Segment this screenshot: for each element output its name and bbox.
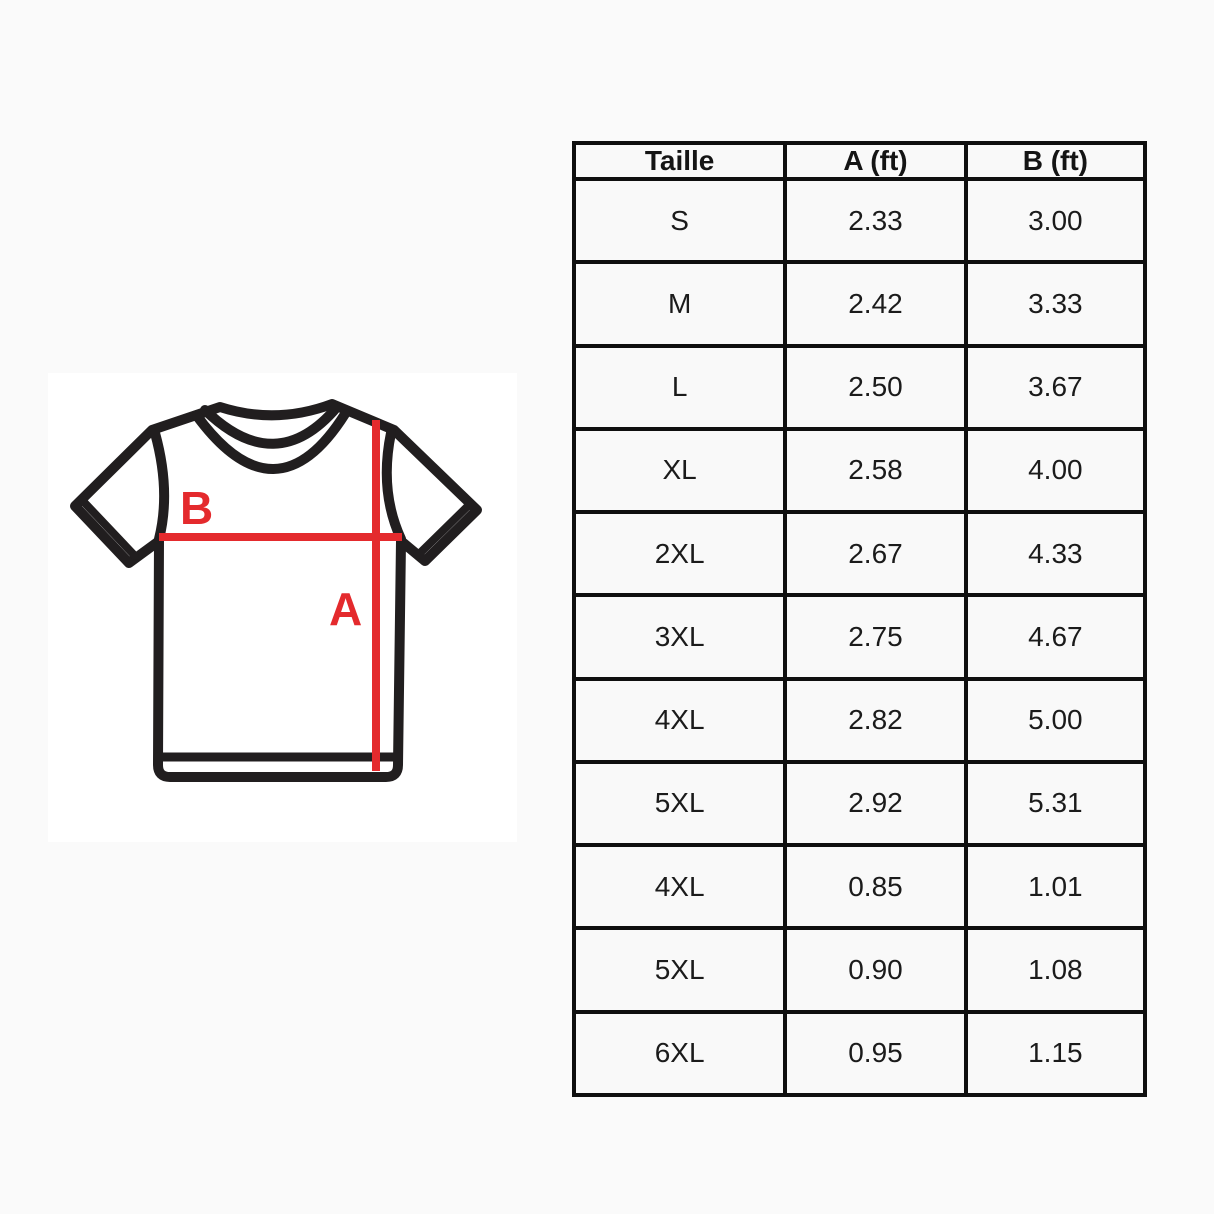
b-value-cell: 3.67 <box>963 343 1148 431</box>
a-value-cell: 2.50 <box>783 343 968 431</box>
measurement-label-b: B <box>180 482 213 534</box>
tshirt-measurement-diagram: B A <box>48 373 517 842</box>
left-cuff-hem-line <box>78 496 139 560</box>
size-table-header: Taille A (ft) B (ft) <box>571 141 1148 181</box>
a-value-cell: 2.82 <box>783 676 968 764</box>
table-row: 3XL 2.75 4.67 <box>571 593 1148 681</box>
a-value-cell: 2.33 <box>783 176 968 265</box>
a-value-cell: 0.95 <box>783 1009 968 1098</box>
size-cell: 2XL <box>571 510 788 598</box>
size-cell: L <box>571 343 788 431</box>
table-row: 5XL 0.90 1.08 <box>571 926 1148 1014</box>
collar-outer-arc <box>192 409 350 474</box>
a-value-cell: 2.58 <box>783 426 968 515</box>
measurement-label-a: A <box>329 583 362 635</box>
column-header-taille: Taille <box>571 141 788 181</box>
table-row: 4XL 2.82 5.00 <box>571 676 1148 764</box>
table-row: XL 2.58 4.00 <box>571 426 1148 515</box>
tshirt-icon: B A <box>70 399 482 782</box>
b-value-cell: 1.08 <box>963 926 1148 1014</box>
table-row: L 2.50 3.67 <box>571 343 1148 431</box>
b-value-cell: 4.00 <box>963 426 1148 515</box>
a-value-cell: 0.90 <box>783 926 968 1014</box>
size-cell: 5XL <box>571 759 788 848</box>
right-cuff-hem-line <box>414 500 474 559</box>
table-row: 6XL 0.95 1.15 <box>571 1009 1148 1098</box>
header-row: Taille A (ft) B (ft) <box>571 141 1148 181</box>
a-value-cell: 2.67 <box>783 510 968 598</box>
size-table: Taille A (ft) B (ft) S 2.33 3.00 M 2.42 3.33 L… <box>571 141 1148 1098</box>
size-cell: 6XL <box>571 1009 788 1098</box>
b-value-cell: 4.33 <box>963 510 1148 598</box>
size-table-body: S 2.33 3.00 M 2.42 3.33 L 2.50 3.67 XL 2.58 4.00 2XL… <box>571 176 1148 1098</box>
table-row: 5XL 2.92 5.31 <box>571 759 1148 848</box>
size-cell: 5XL <box>571 926 788 1014</box>
size-cell: XL <box>571 426 788 515</box>
b-value-cell: 1.15 <box>963 1009 1148 1098</box>
size-cell: 4XL <box>571 676 788 764</box>
a-value-cell: 0.85 <box>783 843 968 931</box>
a-value-cell: 2.42 <box>783 260 968 348</box>
tshirt-outline <box>70 399 482 782</box>
table-row: M 2.42 3.33 <box>571 260 1148 348</box>
collar-inner-arc <box>200 402 342 449</box>
size-cell: S <box>571 176 788 265</box>
a-value-cell: 2.75 <box>783 593 968 681</box>
b-value-cell: 1.01 <box>963 843 1148 931</box>
a-value-cell: 2.92 <box>783 759 968 848</box>
size-cell: 3XL <box>571 593 788 681</box>
column-header-a-ft: A (ft) <box>783 141 968 181</box>
left-armhole-seam <box>150 428 170 544</box>
b-value-cell: 5.00 <box>963 676 1148 764</box>
b-value-cell: 4.67 <box>963 593 1148 681</box>
b-value-cell: 5.31 <box>963 759 1148 848</box>
table-row: 4XL 0.85 1.01 <box>571 843 1148 931</box>
size-cell: 4XL <box>571 843 788 931</box>
right-armhole-seam <box>381 428 406 544</box>
b-value-cell: 3.33 <box>963 260 1148 348</box>
table-row: 2XL 2.67 4.33 <box>571 510 1148 598</box>
b-value-cell: 3.00 <box>963 176 1148 265</box>
table-row: S 2.33 3.00 <box>571 176 1148 265</box>
column-header-b-ft: B (ft) <box>963 141 1148 181</box>
size-cell: M <box>571 260 788 348</box>
